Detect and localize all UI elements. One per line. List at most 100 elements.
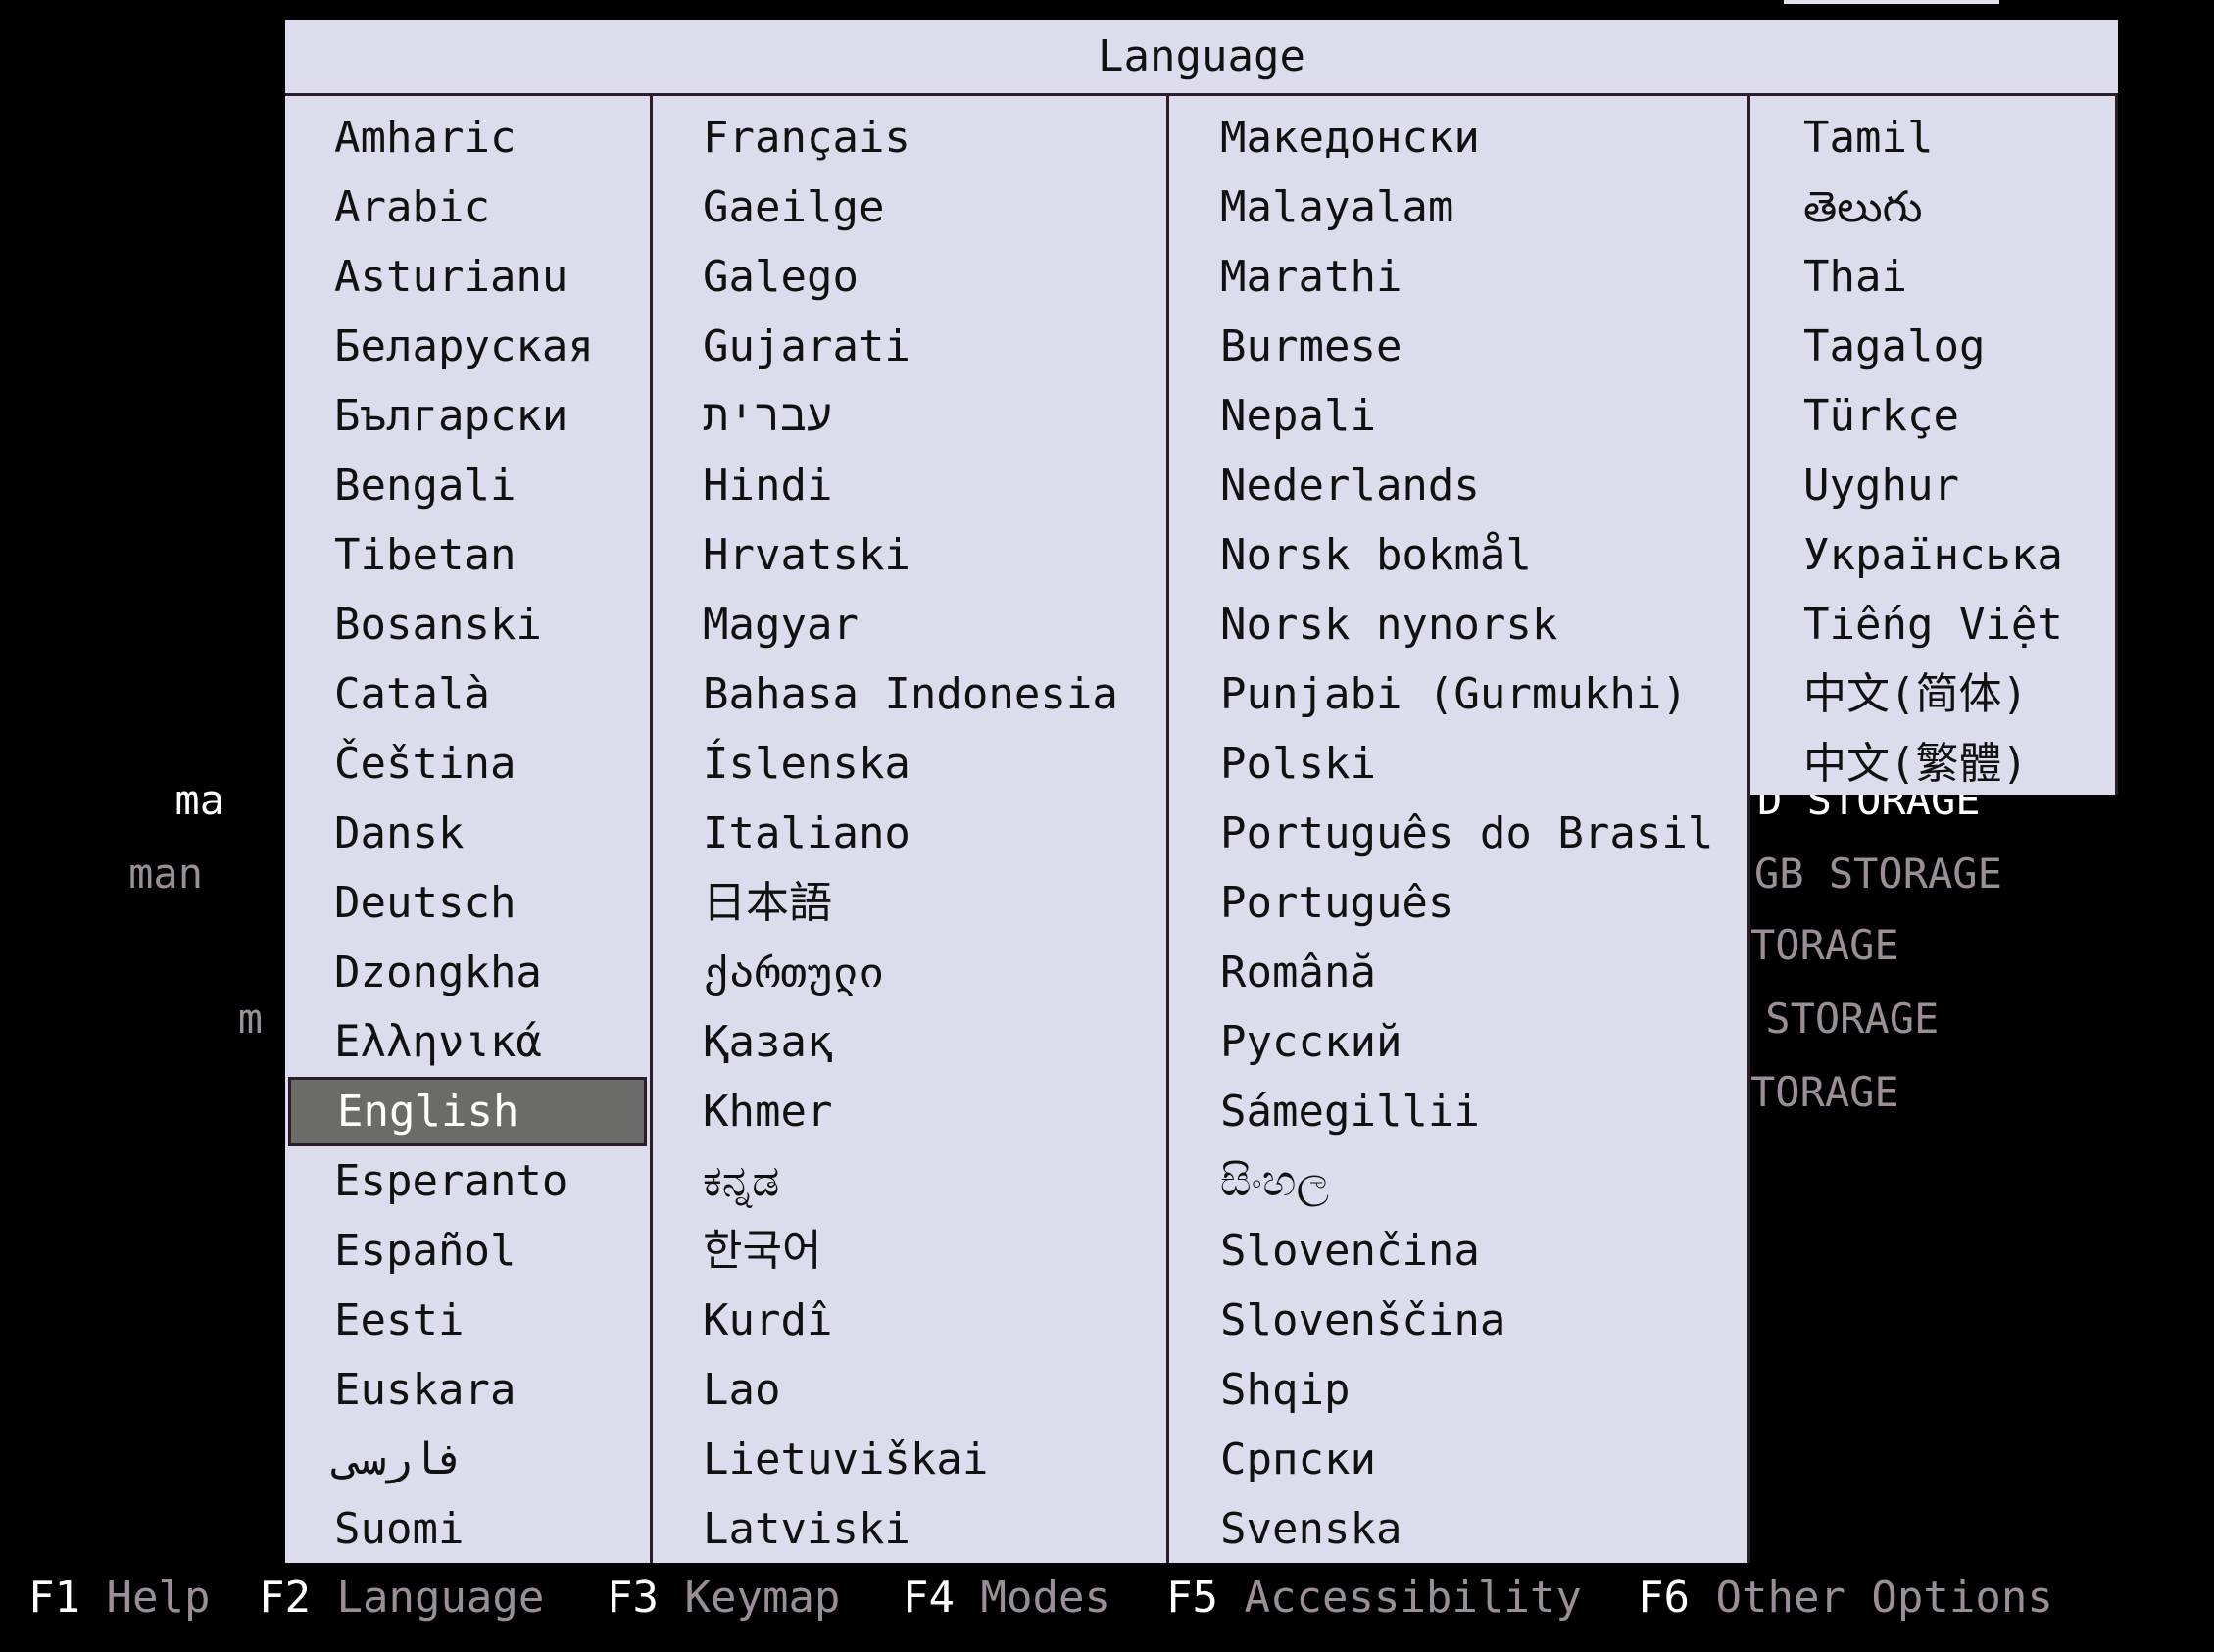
language-column: Français Gaeilge Galego Gujarati עברית Hindi H… — [653, 96, 1169, 1563]
language-option[interactable]: Bosanski — [334, 600, 542, 650]
language-option[interactable]: Esperanto — [334, 1156, 568, 1206]
language-column: Македонски Malayalam Marathi Burmese Nepali N… — [1169, 96, 1750, 1563]
language-option[interactable]: Bahasa Indonesia — [703, 669, 1118, 719]
background-menu-fragment: TORAGE — [1750, 1068, 1899, 1116]
language-option[interactable]: Thai — [1803, 252, 1907, 302]
language-option[interactable]: ಕನ್ನಡ — [703, 1156, 780, 1206]
language-option[interactable]: Suomi — [334, 1504, 465, 1554]
language-option[interactable]: 中文(简体) — [1803, 669, 2028, 719]
language-dialog: Language Amharic Arabic Asturianu Беларуска… — [285, 20, 2118, 1563]
language-option[interactable]: Español — [334, 1226, 517, 1276]
function-key-action: Accessibility — [1244, 1573, 1582, 1623]
language-option[interactable]: Tagalog — [1803, 321, 1986, 371]
language-option[interactable]: Deutsch — [334, 878, 517, 928]
function-key-f6[interactable]: F6 Other Options — [1638, 1573, 2053, 1624]
language-option[interactable]: Nederlands — [1220, 461, 1480, 510]
function-key-f4[interactable]: F4 Modes — [903, 1573, 1110, 1624]
background-menu-fragment: STORAGE — [1741, 995, 1940, 1043]
function-key-label: F3 — [607, 1573, 659, 1623]
language-option[interactable]: Српски — [1220, 1434, 1376, 1484]
language-option[interactable]: Tamil — [1803, 113, 1934, 163]
language-option[interactable]: Italiano — [703, 808, 910, 858]
language-option[interactable]: Lietuviškai — [703, 1434, 989, 1484]
background-menu-fragment: ma — [174, 776, 224, 824]
language-option[interactable]: Eesti — [334, 1295, 465, 1345]
function-key-action: Other Options — [1715, 1573, 2053, 1623]
language-option[interactable]: Français — [703, 113, 910, 163]
language-option[interactable]: Uyghur — [1803, 461, 1959, 510]
language-option[interactable]: Slovenščina — [1220, 1295, 1506, 1345]
language-option[interactable]: Қазақ — [703, 1017, 833, 1067]
language-option[interactable]: Dansk — [334, 808, 465, 858]
language-option[interactable]: 한국어 — [703, 1226, 822, 1276]
language-option[interactable]: Euskara — [334, 1365, 517, 1415]
language-option[interactable]: Русский — [1220, 1017, 1402, 1067]
language-option[interactable]: Gaeilge — [703, 182, 885, 232]
language-option[interactable]: Tiếng Việt — [1803, 600, 2063, 650]
function-key-label: F2 — [259, 1573, 311, 1623]
language-option[interactable]: Norsk bokmål — [1220, 530, 1532, 580]
function-key-label: F1 — [28, 1573, 80, 1623]
language-option[interactable]: Khmer — [703, 1087, 833, 1137]
language-option[interactable]: Gujarati — [703, 321, 910, 371]
language-option[interactable]: Íslenska — [703, 739, 910, 789]
language-option[interactable]: Shqip — [1220, 1365, 1351, 1415]
language-option[interactable]: Türkçe — [1803, 391, 1959, 441]
dialog-title: Language — [285, 20, 2118, 96]
language-option[interactable]: Latviski — [703, 1504, 910, 1554]
language-option[interactable]: עברית — [703, 391, 833, 441]
language-option[interactable]: Bengali — [334, 461, 517, 510]
language-option[interactable]: Norsk nynorsk — [1220, 600, 1558, 650]
language-option[interactable]: Asturianu — [334, 252, 568, 302]
language-option[interactable]: Македонски — [1220, 113, 1480, 163]
language-option[interactable]: Lao — [703, 1365, 781, 1415]
background-menu-fragment: GB STORAGE — [1754, 850, 2002, 898]
language-option[interactable]: فارسی — [334, 1434, 465, 1484]
language-option[interactable]: Hindi — [703, 461, 833, 510]
language-option[interactable]: Română — [1220, 947, 1376, 997]
language-option[interactable]: Magyar — [703, 600, 859, 650]
language-option[interactable]: Português do Brasil — [1220, 808, 1714, 858]
language-option[interactable]: ქართული — [703, 947, 885, 997]
language-option[interactable]: Svenska — [1220, 1504, 1402, 1554]
language-option[interactable]: සිංහල — [1220, 1156, 1330, 1206]
language-option[interactable]: Nepali — [1220, 391, 1376, 441]
language-option[interactable]: Português — [1220, 878, 1454, 928]
language-option[interactable]: Marathi — [1220, 252, 1402, 302]
language-option[interactable]: English — [288, 1077, 647, 1146]
language-option[interactable]: Kurdî — [703, 1295, 833, 1345]
language-option[interactable]: Burmese — [1220, 321, 1402, 371]
language-option[interactable]: Sámegillii — [1220, 1087, 1480, 1137]
function-key-f2[interactable]: F2 Language — [259, 1573, 544, 1624]
language-option[interactable]: Dzongkha — [334, 947, 542, 997]
language-option[interactable]: Українська — [1803, 530, 2063, 580]
language-option[interactable]: Ελληνικά — [334, 1017, 542, 1067]
language-option[interactable]: Punjabi (Gurmukhi) — [1220, 669, 1688, 719]
function-key-f5[interactable]: F5 Accessibility — [1166, 1573, 1582, 1624]
function-key-label: F4 — [903, 1573, 955, 1623]
language-option[interactable]: Čeština — [334, 739, 517, 789]
language-option[interactable]: 日本語 — [703, 878, 832, 928]
language-option[interactable]: Hrvatski — [703, 530, 910, 580]
function-key-action: Help — [106, 1573, 211, 1623]
language-option[interactable]: Malayalam — [1220, 182, 1454, 232]
function-key-action: Keymap — [684, 1573, 841, 1623]
language-option[interactable]: 中文(繁體) — [1803, 739, 2028, 789]
language-option[interactable]: Amharic — [334, 113, 517, 163]
language-option[interactable]: Беларуская — [334, 321, 594, 371]
language-option[interactable]: Arabic — [334, 182, 490, 232]
language-option[interactable]: Tibetan — [334, 530, 517, 580]
function-key-label: F6 — [1638, 1573, 1690, 1623]
language-option[interactable]: తెలుగు — [1803, 182, 1923, 232]
top-edge-bar — [1784, 0, 1999, 4]
language-option[interactable]: Galego — [703, 252, 859, 302]
function-key-f1[interactable]: F1 Help — [28, 1573, 210, 1624]
language-option[interactable]: Polski — [1220, 739, 1376, 789]
function-key-f3[interactable]: F3 Keymap — [607, 1573, 840, 1624]
background-menu-fragment: man — [128, 850, 203, 898]
language-option[interactable]: Български — [334, 391, 568, 441]
language-option[interactable]: Català — [334, 669, 490, 719]
function-key-action: Language — [336, 1573, 545, 1623]
language-column: Tamil తెలుగు Thai Tagalog Türkçe Uyghur Україн… — [1750, 96, 2118, 795]
language-option[interactable]: Slovenčina — [1220, 1226, 1480, 1276]
